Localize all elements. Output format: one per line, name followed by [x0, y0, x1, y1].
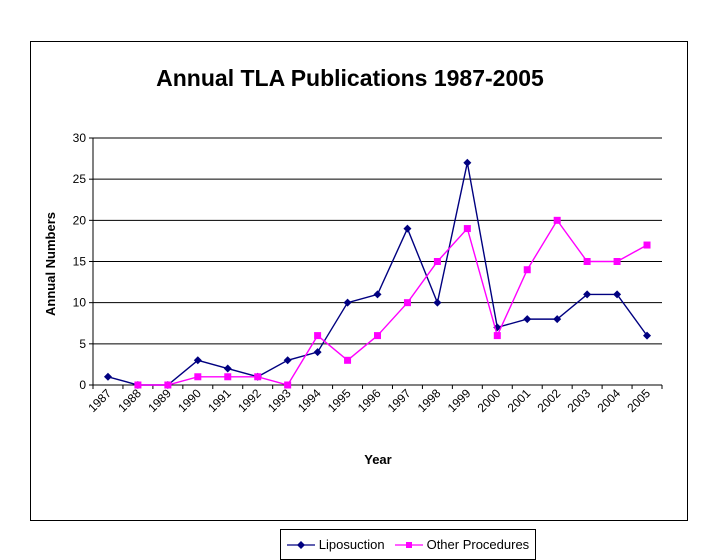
chart-frame: Annual TLA Publications 1987-2005 0 5 10 15…: [30, 41, 688, 560]
x-tick-label: 1995: [325, 386, 354, 415]
data-point: [523, 266, 531, 274]
x-tick-label: 1989: [145, 386, 174, 415]
x-tick-label: 2003: [564, 386, 593, 415]
y-axis-label: Annual Numbers: [43, 212, 58, 316]
y-tick-label: 15: [73, 255, 87, 269]
x-axis-label: Year: [364, 452, 391, 467]
data-point: [283, 356, 292, 365]
y-tick-label: 5: [79, 337, 86, 351]
data-point: [583, 258, 591, 265]
legend-label-other-procedures: Other Procedures: [426, 537, 530, 552]
y-tick-label: 0: [79, 378, 86, 392]
x-tick-label: 1996: [355, 386, 384, 415]
data-point: [403, 299, 411, 307]
data-point: [223, 364, 232, 373]
x-tick-label: 2001: [505, 386, 534, 415]
data-point: [553, 315, 562, 324]
series: [103, 158, 652, 389]
y-tick-label: 25: [73, 172, 87, 186]
x-tick-label: 2004: [594, 386, 623, 415]
diamond-marker-icon: [286, 540, 315, 549]
x-tick-label: 1994: [295, 386, 324, 415]
data-point: [433, 258, 441, 265]
data-point: [643, 331, 652, 340]
series-line: [137, 219, 648, 386]
chart-title: Annual TLA Publications 1987-2005: [156, 65, 544, 91]
data-point: [164, 381, 172, 389]
data-point: [373, 290, 382, 299]
x-tick-label: 1997: [385, 386, 414, 415]
x-tick-label: 1990: [175, 386, 204, 415]
data-point: [553, 216, 561, 224]
series-line: [107, 162, 648, 386]
data-point: [193, 356, 202, 365]
data-point: [433, 298, 442, 307]
data-point: [284, 381, 292, 389]
data-point: [493, 332, 501, 340]
data-point: [194, 373, 202, 381]
x-tick-label: 2005: [624, 386, 653, 415]
y-tick-labels: 0 5 10 15 20 25 30: [73, 131, 87, 392]
data-point: [103, 372, 112, 381]
x-tick-label: 2000: [475, 386, 504, 415]
data-point: [134, 381, 142, 389]
x-tick-label: 2002: [535, 386, 564, 415]
x-tick-label: 1992: [235, 386, 264, 415]
legend-entry-other-procedures: Other Procedures: [394, 537, 530, 552]
data-point: [523, 315, 532, 324]
data-point: [643, 241, 651, 249]
data-point: [613, 290, 622, 299]
legend-entry-liposuction: Liposuction: [286, 537, 385, 552]
data-point: [314, 332, 322, 340]
data-point: [224, 373, 232, 381]
x-tick-label: 1988: [115, 386, 144, 415]
x-tick-label: 1987: [85, 386, 114, 415]
x-tick-label: 1991: [205, 386, 234, 415]
x-tick-label: 1999: [445, 386, 474, 415]
line-chart: Annual TLA Publications 1987-2005 0 5 10 15…: [43, 65, 663, 467]
x-tick-label: 1998: [415, 386, 444, 415]
data-point: [313, 348, 322, 357]
data-point: [463, 225, 471, 233]
legend: Liposuction Other Procedures: [280, 529, 536, 560]
data-point: [344, 356, 352, 364]
y-tick-label: 20: [73, 213, 87, 227]
data-point: [403, 224, 412, 233]
data-point: [254, 373, 262, 381]
axes: [89, 137, 663, 389]
legend-label-liposuction: Liposuction: [318, 537, 385, 552]
y-tick-label: 10: [73, 296, 87, 310]
x-tick-label: 1993: [265, 386, 294, 415]
square-marker-icon: [394, 541, 423, 548]
data-point: [463, 158, 472, 167]
x-tick-labels: 1987 1988 1989 1990 1991 1992 1993 1994 1995 1996…: [85, 386, 653, 415]
data-point: [583, 290, 592, 299]
data-point: [343, 298, 352, 307]
gridlines: [93, 137, 662, 345]
y-tick-label: 30: [73, 131, 87, 145]
data-point: [613, 258, 621, 265]
data-point: [374, 332, 381, 340]
series-other-procedures: [134, 216, 651, 389]
series-liposuction: [103, 158, 652, 389]
